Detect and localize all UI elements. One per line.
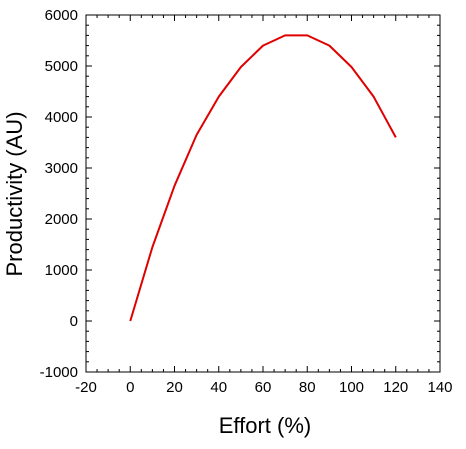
y-tick-label: 0 <box>70 313 78 330</box>
y-tick-label: 4000 <box>45 109 78 126</box>
y-axis-ticks <box>86 14 440 373</box>
x-axis-tick-labels: -20 0 20 40 60 80 100 120 140 <box>75 379 452 396</box>
x-tick-label: 100 <box>339 379 364 396</box>
x-tick-label: 0 <box>126 379 134 396</box>
y-tick-label: 3000 <box>45 160 78 177</box>
x-tick-label: 80 <box>299 379 316 396</box>
x-tick-label: 40 <box>210 379 227 396</box>
y-axis-title: Productivity (AU) <box>2 111 27 276</box>
y-tick-label: 5000 <box>45 58 78 75</box>
y-tick-label: 1000 <box>45 262 78 279</box>
y-tick-label: 2000 <box>45 211 78 228</box>
x-tick-label: 60 <box>255 379 272 396</box>
y-tick-label: 6000 <box>45 7 78 24</box>
x-axis-title: Effort (%) <box>219 413 312 438</box>
y-tick-label: -1000 <box>40 364 78 381</box>
x-tick-label: 120 <box>383 379 408 396</box>
x-axis-ticks <box>85 15 441 372</box>
plot-frame <box>85 14 441 373</box>
series-group <box>129 34 397 322</box>
series-line <box>129 34 397 322</box>
y-axis-tick-labels: -1000 0 1000 2000 3000 4000 5000 6000 <box>40 7 78 381</box>
x-tick-label: -20 <box>75 379 97 396</box>
x-tick-label: 140 <box>427 379 452 396</box>
x-tick-label: 20 <box>166 379 183 396</box>
